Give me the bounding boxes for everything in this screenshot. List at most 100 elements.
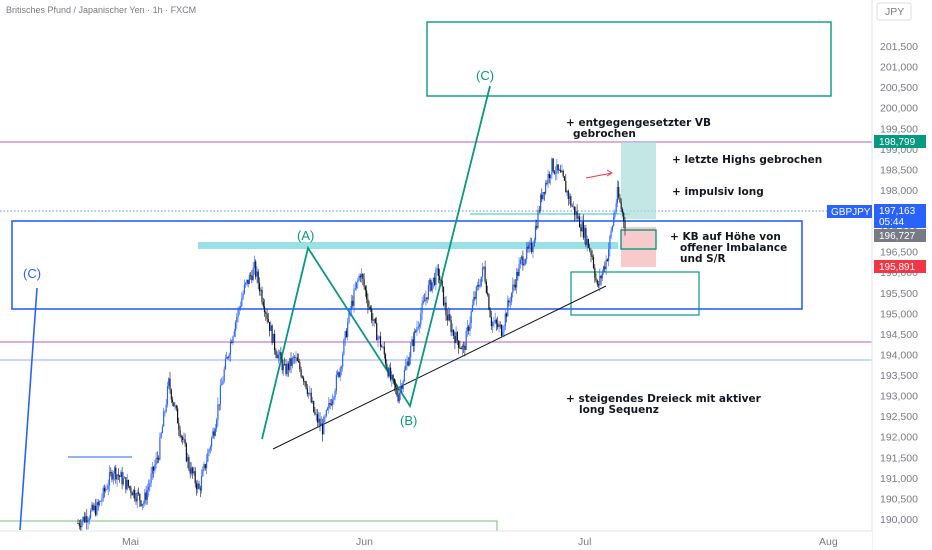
candle-body	[284, 364, 286, 365]
candle-body	[533, 239, 535, 247]
currency-button[interactable]	[876, 2, 912, 21]
candle-body	[226, 357, 228, 359]
candle-body	[245, 282, 247, 285]
candle-body	[582, 221, 584, 238]
candle-body	[577, 216, 579, 219]
candle-body	[503, 326, 505, 332]
candle-body	[207, 452, 209, 462]
candle-body	[463, 345, 465, 347]
price-tag-red	[874, 260, 926, 273]
candle-body	[328, 403, 330, 408]
candle-body	[119, 475, 121, 477]
candle-body	[296, 357, 298, 362]
price-axis[interactable]: JPY 201,500 201,000 200,500 200,000 199,500 1…	[871, 0, 932, 550]
candle-body	[121, 472, 123, 485]
candle-body	[323, 417, 325, 435]
candle-body	[228, 354, 230, 358]
blue-range-box[interactable]	[11, 220, 803, 310]
candle-body	[518, 264, 520, 276]
candle-body	[281, 359, 283, 371]
countdown-text: 05:44	[879, 217, 904, 228]
candle-body	[456, 332, 458, 341]
candle-body	[102, 487, 104, 499]
candle-body	[434, 277, 436, 285]
candle-body	[182, 436, 184, 440]
candle-body	[139, 493, 141, 501]
candle-body	[490, 317, 492, 327]
candle-body	[106, 488, 108, 490]
candle-body	[353, 289, 355, 306]
candle-body	[446, 315, 448, 321]
candle-body	[412, 339, 414, 346]
candle-body	[295, 357, 297, 359]
candle-body	[301, 376, 303, 378]
price-axis-bg	[872, 0, 932, 550]
candle-body	[100, 501, 102, 502]
candle-body	[556, 164, 558, 174]
demand-box[interactable]	[570, 271, 700, 316]
candle-body	[305, 381, 307, 389]
price-tag-grey-text: 196,727	[879, 231, 916, 242]
candle-body	[429, 279, 431, 285]
candle-body	[416, 327, 418, 332]
candle-body	[262, 301, 264, 307]
candle-body	[516, 272, 518, 288]
candle-body	[485, 281, 487, 293]
candle-body	[257, 271, 259, 284]
candle-body	[229, 342, 232, 355]
candle-body	[565, 180, 567, 193]
candle-body	[450, 320, 452, 333]
candle-body	[524, 259, 526, 264]
candle-body	[534, 225, 537, 240]
candle-body	[497, 323, 499, 328]
y-tick-label: 190,000	[880, 514, 918, 526]
candle-body	[246, 279, 248, 283]
candle-body	[163, 411, 165, 427]
candle-body	[419, 324, 421, 327]
candle-body	[444, 302, 446, 306]
candle-body	[115, 467, 117, 480]
candle-body	[350, 300, 353, 310]
candle-body	[231, 342, 233, 343]
candle-body	[324, 416, 326, 418]
candle-body	[131, 492, 133, 496]
note-triangle: + steigendes Dreieck mit aktiver	[566, 393, 762, 405]
candle-body	[542, 192, 544, 200]
candle-body	[611, 226, 613, 231]
candle-body	[590, 250, 592, 256]
candle-body	[609, 236, 611, 250]
target-box[interactable]	[426, 21, 832, 97]
candle-body	[426, 297, 428, 299]
candle-body	[368, 306, 370, 308]
y-tick-label: 198,500	[880, 164, 918, 176]
candle-body	[421, 303, 423, 314]
y-tick-label: 201,000	[880, 62, 918, 74]
candle-body	[449, 314, 451, 321]
time-axis[interactable]: Mai Jun Jul Aug	[0, 530, 872, 550]
candle-body	[287, 363, 290, 370]
candle-body	[321, 423, 324, 435]
wave-label-c: (C)	[476, 68, 494, 83]
candle-body	[222, 380, 224, 385]
candle-body	[592, 257, 595, 268]
candle-body	[537, 210, 539, 228]
candle-body	[332, 399, 334, 406]
candle-body	[134, 489, 136, 499]
candle-body	[489, 309, 491, 318]
candle-body	[161, 426, 163, 434]
candle-body	[615, 203, 617, 212]
candle-body	[395, 384, 397, 388]
candle-body	[255, 261, 257, 277]
note-triangle-cont: long Sequenz	[579, 404, 659, 416]
candle-body	[606, 259, 608, 261]
arrow-line	[585, 172, 613, 179]
candle-body	[185, 443, 187, 462]
candle-body	[459, 347, 461, 349]
candle-body	[198, 483, 200, 489]
candle-body	[144, 492, 146, 504]
candle-body	[605, 259, 607, 269]
candle-body	[362, 274, 364, 279]
candle-body	[135, 498, 137, 502]
candle-body	[151, 466, 153, 474]
